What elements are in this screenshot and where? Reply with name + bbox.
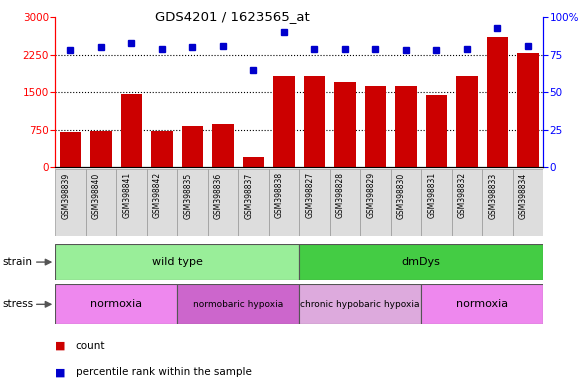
- Bar: [395, 86, 417, 167]
- Text: ■: ■: [55, 341, 66, 351]
- Bar: [90, 131, 112, 167]
- Bar: [365, 86, 386, 167]
- Bar: [177, 169, 208, 236]
- Bar: [299, 169, 330, 236]
- Bar: [426, 95, 447, 167]
- Text: percentile rank within the sample: percentile rank within the sample: [76, 367, 252, 377]
- Bar: [273, 76, 295, 167]
- Text: GSM398834: GSM398834: [519, 172, 528, 218]
- Bar: [243, 157, 264, 167]
- Bar: [269, 169, 299, 236]
- Text: GSM398833: GSM398833: [489, 172, 497, 218]
- Text: GDS4201 / 1623565_at: GDS4201 / 1623565_at: [155, 10, 310, 23]
- Text: GSM398840: GSM398840: [92, 172, 101, 218]
- Bar: [482, 169, 513, 236]
- Text: normoxia: normoxia: [456, 299, 508, 310]
- Bar: [86, 169, 116, 236]
- Bar: [452, 169, 482, 236]
- Text: GSM398829: GSM398829: [367, 172, 375, 218]
- Text: GSM398832: GSM398832: [458, 172, 467, 218]
- Bar: [55, 244, 299, 280]
- Bar: [60, 132, 81, 167]
- Bar: [208, 169, 238, 236]
- Text: GSM398842: GSM398842: [153, 172, 162, 218]
- Bar: [151, 131, 173, 167]
- Bar: [304, 76, 325, 167]
- Bar: [517, 53, 539, 167]
- Bar: [330, 169, 360, 236]
- Text: GSM398835: GSM398835: [184, 172, 192, 218]
- Text: GSM398839: GSM398839: [62, 172, 70, 218]
- Bar: [55, 284, 177, 324]
- Text: normoxia: normoxia: [90, 299, 142, 310]
- Text: wild type: wild type: [152, 257, 203, 267]
- Bar: [212, 124, 234, 167]
- Text: GSM398827: GSM398827: [306, 172, 314, 218]
- Bar: [177, 284, 299, 324]
- Bar: [147, 169, 177, 236]
- Bar: [391, 169, 421, 236]
- Bar: [360, 169, 391, 236]
- Bar: [238, 169, 269, 236]
- Bar: [487, 37, 508, 167]
- Bar: [299, 244, 543, 280]
- Text: ■: ■: [55, 367, 66, 377]
- Text: normobaric hypoxia: normobaric hypoxia: [193, 300, 284, 309]
- Text: GSM398830: GSM398830: [397, 172, 406, 218]
- Bar: [334, 82, 356, 167]
- Text: GSM398828: GSM398828: [336, 172, 345, 218]
- Text: GSM398836: GSM398836: [214, 172, 223, 218]
- Text: dmDys: dmDys: [402, 257, 440, 267]
- Text: GSM398831: GSM398831: [428, 172, 436, 218]
- Text: chronic hypobaric hypoxia: chronic hypobaric hypoxia: [300, 300, 420, 309]
- Bar: [299, 284, 421, 324]
- Text: GSM398837: GSM398837: [245, 172, 253, 218]
- Bar: [121, 94, 142, 167]
- Bar: [421, 284, 543, 324]
- Bar: [456, 76, 478, 167]
- Text: GSM398841: GSM398841: [123, 172, 131, 218]
- Text: stress: stress: [3, 299, 34, 310]
- Text: GSM398838: GSM398838: [275, 172, 284, 218]
- Bar: [182, 126, 203, 167]
- Bar: [116, 169, 147, 236]
- Bar: [55, 169, 86, 236]
- Bar: [421, 169, 452, 236]
- Text: count: count: [76, 341, 105, 351]
- Text: strain: strain: [3, 257, 33, 267]
- Bar: [512, 169, 543, 236]
